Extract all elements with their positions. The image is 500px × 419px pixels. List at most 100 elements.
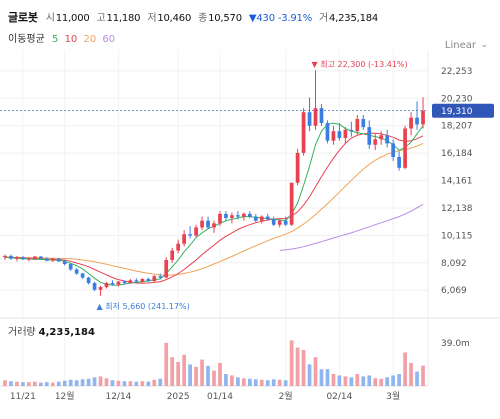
candle-body [313, 108, 318, 126]
candle-body [152, 276, 157, 281]
x-tick-label: 01/14 [207, 392, 233, 402]
candle-body [62, 261, 67, 265]
candle-body [277, 220, 282, 225]
candle-body [128, 280, 133, 284]
volume-bar [194, 366, 198, 386]
volume-bar [379, 378, 384, 386]
volume-tick-label: 39.0m [441, 339, 470, 349]
volume-bar [289, 340, 294, 386]
x-tick-label: 2025 [167, 392, 190, 402]
candle-body [176, 243, 181, 251]
y-tick-label: 6,069 [441, 286, 467, 296]
volume-bar [116, 380, 121, 386]
candle-body [3, 255, 7, 258]
volume-bar [361, 376, 366, 386]
candle-body [289, 182, 294, 225]
scale-mode-button[interactable]: Linear [444, 40, 476, 51]
volume-bar [104, 378, 109, 386]
volume-bar [212, 370, 216, 386]
volume-bar [242, 378, 246, 386]
volume-bar [385, 377, 390, 386]
y-tick-label: 16,184 [441, 149, 473, 159]
candle-body [259, 216, 264, 221]
high-label: 고 [96, 13, 106, 24]
volume-bar [397, 374, 401, 386]
volume-bar [295, 347, 300, 386]
volume-bar [349, 377, 354, 386]
candle-body [212, 223, 216, 228]
candle-body [98, 287, 103, 290]
volume-bar [265, 380, 270, 386]
volume-bar [200, 359, 204, 386]
high-value: 11,180 [106, 13, 141, 24]
candle-body [74, 269, 79, 274]
candle-body [397, 156, 401, 168]
volume-bar [182, 354, 186, 386]
candle-body [218, 213, 222, 224]
chevron-down-icon[interactable]: ⌄ [480, 40, 488, 50]
volume-bar [32, 381, 37, 386]
ma10-line [4, 132, 424, 284]
candle-body [9, 255, 13, 259]
candle-body [56, 258, 61, 262]
x-tick-label: 02/14 [326, 392, 352, 402]
candle-body [319, 108, 324, 124]
volume-bar [27, 382, 31, 386]
candle-body [86, 277, 91, 284]
volume-bar [253, 379, 258, 386]
volume-bar [337, 375, 342, 386]
volume-bar [152, 379, 157, 386]
ma60-legend[interactable]: 60 [102, 34, 116, 45]
low-label: 저 [147, 13, 157, 24]
open-label: 시 [45, 13, 55, 24]
candle-body [44, 258, 49, 261]
volume-bar [146, 381, 151, 386]
candle-body [325, 123, 330, 141]
volume-bar [44, 382, 49, 386]
candle-body [32, 256, 37, 259]
volume-bar [9, 381, 13, 386]
candle-body [355, 119, 360, 132]
candle-body [110, 283, 115, 285]
volume-bar [403, 352, 407, 386]
close-value: 10,570 [208, 13, 242, 24]
ma10-legend[interactable]: 10 [64, 34, 78, 45]
candle-body [194, 227, 198, 236]
candle-body [68, 264, 73, 270]
volume-bar [38, 382, 43, 386]
y-tick-label: 18,207 [441, 122, 473, 132]
candle-body [391, 143, 396, 157]
volume-bar [21, 382, 25, 386]
x-tick-label: 3월 [386, 390, 400, 402]
candle-body [271, 219, 276, 225]
open-value: 11,000 [55, 13, 90, 24]
candle-body [236, 215, 240, 217]
candle-body [385, 135, 390, 144]
volume-bar [3, 380, 7, 386]
volume-bar [50, 382, 55, 386]
volume-bar [224, 374, 228, 386]
candle-body [104, 283, 109, 288]
volume-bar [355, 374, 360, 386]
volume-bar [277, 379, 282, 386]
volume-bar [325, 369, 330, 386]
change-value: ▼430 -3.91% [248, 13, 313, 24]
volume-value: 4,235,184 [329, 13, 379, 24]
stock-header: 글로봇 시11,000 고11,180 저10,460 종10,570 ▼430… [8, 9, 382, 25]
candle-body [242, 213, 246, 217]
volume-total: 4,235,184 [38, 327, 95, 338]
candle-body [158, 276, 163, 278]
volume-bar [367, 375, 372, 386]
candle-body [253, 216, 258, 221]
ma20-legend[interactable]: 20 [83, 34, 97, 45]
y-tick-label: 22,253 [441, 67, 473, 77]
candle-body [421, 110, 425, 125]
volume-label: 거 [319, 13, 328, 24]
ma5-legend[interactable]: 5 [52, 34, 59, 45]
y-tick-label: 12,138 [441, 204, 473, 214]
volume-bar [62, 380, 67, 386]
candle-body [38, 256, 43, 259]
candle-body [164, 259, 169, 278]
low-annotation: ▲ 최저 5,660 (241.17%) [97, 301, 190, 311]
